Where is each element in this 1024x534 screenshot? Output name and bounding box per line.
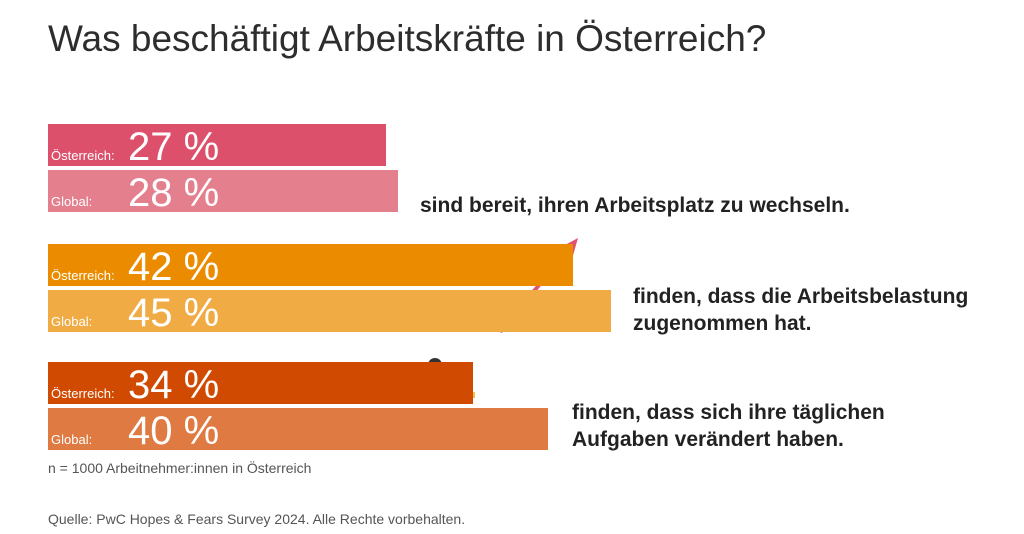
statement: sind bereit, ihren Arbeitsplatz zu wechs… [420,194,850,217]
bar [48,290,611,332]
statement: finden, dass sich ihre täglichen Aufgabe… [572,401,885,451]
series-label: Österreich: [51,386,115,401]
statement: finden, dass die Arbeitsbelastung zugeno… [633,285,969,335]
value-label: 45 % [128,291,220,335]
value-label: 40 % [128,409,220,453]
series-label: Global: [51,314,93,329]
value-label: 28 % [128,171,220,215]
sample-note: n = 1000 Arbeitnehmer:innen in Österreic… [48,460,312,476]
bar [48,244,573,286]
series-label: Österreich: [51,268,115,283]
bar [48,408,548,450]
series-label: Global: [51,432,93,447]
value-label: 42 % [128,245,220,289]
series-label: Global: [51,194,93,209]
source: Quelle: PwC Hopes & Fears Survey 2024. A… [48,511,466,527]
value-label: 34 % [128,363,220,407]
bar [48,170,398,212]
bar [48,124,386,166]
value-label: 27 % [128,125,220,169]
bar [48,362,473,404]
chart-title: Was beschäftigt Arbeitskräfte in Österre… [48,18,767,59]
series-label: Österreich: [51,148,115,163]
